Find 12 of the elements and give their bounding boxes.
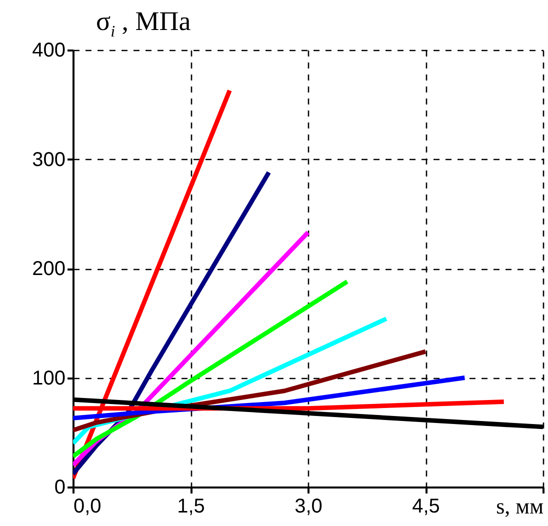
y-tick-label: 100 — [32, 367, 66, 390]
y-tick-label: 200 — [32, 258, 66, 280]
x-tick-label: 3,0 — [294, 496, 322, 518]
y-axis-title: σ$_{i}$ , МПа — [96, 6, 191, 42]
y-tick-label: 0 — [54, 476, 66, 498]
x-axis-title: s, мм — [496, 494, 544, 518]
x-tick-label: 1,5 — [177, 496, 205, 518]
x-tick-label: 0,0 — [74, 496, 102, 518]
x-tick-label: 4,5 — [412, 496, 440, 518]
y-tick-label: 300 — [32, 148, 66, 171]
line-series — [73, 279, 350, 459]
y-tick-label: 400 — [32, 40, 66, 62]
